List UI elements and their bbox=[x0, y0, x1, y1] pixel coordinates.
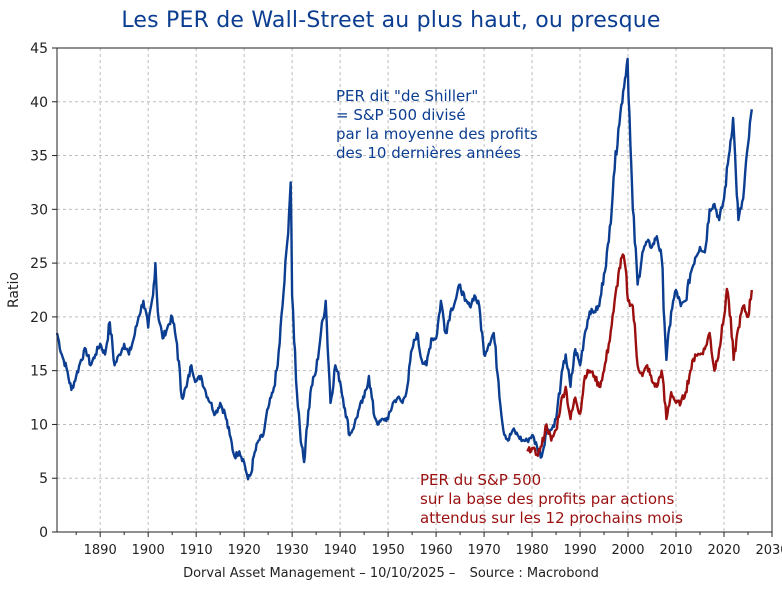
x-tick-label: 1980 bbox=[516, 543, 549, 558]
forward-annotation-line: attendus sur les 12 prochains mois bbox=[420, 509, 683, 527]
shiller-annotation-line: par la moyenne des profits bbox=[336, 125, 538, 143]
shiller-annotation-line: PER dit "de Shiller" bbox=[336, 87, 479, 105]
x-tick-label: 1920 bbox=[228, 543, 261, 558]
y-tick-label: 25 bbox=[30, 256, 48, 272]
y-tick-label: 0 bbox=[39, 525, 48, 541]
series-lines bbox=[55, 57, 753, 481]
y-tick-label: 40 bbox=[30, 95, 48, 111]
x-tick-label: 2030 bbox=[755, 543, 782, 558]
x-tick-label: 1990 bbox=[564, 543, 597, 558]
forward-annotation-line: PER du S&P 500 bbox=[420, 471, 542, 489]
shiller-per-line bbox=[55, 57, 753, 481]
y-tick-label: 35 bbox=[30, 149, 48, 165]
x-tick-label: 2010 bbox=[659, 543, 692, 558]
forward-per-line bbox=[526, 253, 753, 457]
shiller-annotation-line: des 10 dernières années bbox=[336, 144, 521, 162]
x-tick-label: 1930 bbox=[276, 543, 309, 558]
y-axis-ticks: 0 5 10 15 20 25 30 35 40 45 bbox=[30, 41, 57, 541]
footer-source: Source : Macrobond bbox=[469, 566, 599, 581]
x-tick-label: 1950 bbox=[372, 543, 405, 558]
shiller-annotation-line: = S&P 500 divisé bbox=[336, 106, 466, 124]
x-tick-label: 1960 bbox=[420, 543, 453, 558]
y-tick-label: 30 bbox=[30, 202, 48, 218]
plot-frame bbox=[56, 47, 773, 533]
chart-title: Les PER de Wall-Street au plus haut, ou … bbox=[121, 8, 661, 33]
x-tick-label: 1970 bbox=[468, 543, 501, 558]
x-tick-label: 1910 bbox=[180, 543, 213, 558]
source-footer: Dorval Asset Management – 10/10/2025 – S… bbox=[0, 566, 782, 581]
y-tick-label: 5 bbox=[39, 471, 48, 487]
y-tick-label: 45 bbox=[30, 41, 48, 57]
forward-annotation: PER du S&P 500 sur la base des profits p… bbox=[420, 471, 683, 528]
x-axis-ticks: 1890 1900 1910 1920 1930 1940 1950 1960 1970 1980… bbox=[75, 532, 782, 558]
x-tick-label: 1900 bbox=[132, 543, 165, 558]
forward-annotation-line: sur la base des profits par actions bbox=[420, 490, 675, 508]
shiller-annotation: PER dit "de Shiller" = S&P 500 divisé pa… bbox=[336, 87, 538, 163]
footer-credit: Dorval Asset Management – 10/10/2025 – bbox=[183, 566, 456, 581]
y-tick-label: 10 bbox=[30, 417, 48, 433]
y-axis-label: Ratio bbox=[6, 272, 22, 308]
x-tick-label: 1940 bbox=[324, 543, 357, 558]
y-tick-label: 15 bbox=[30, 364, 48, 380]
x-tick-label: 1890 bbox=[84, 543, 117, 558]
x-tick-label: 2020 bbox=[707, 543, 740, 558]
x-tick-label: 2000 bbox=[611, 543, 644, 558]
y-tick-label: 20 bbox=[30, 310, 48, 326]
